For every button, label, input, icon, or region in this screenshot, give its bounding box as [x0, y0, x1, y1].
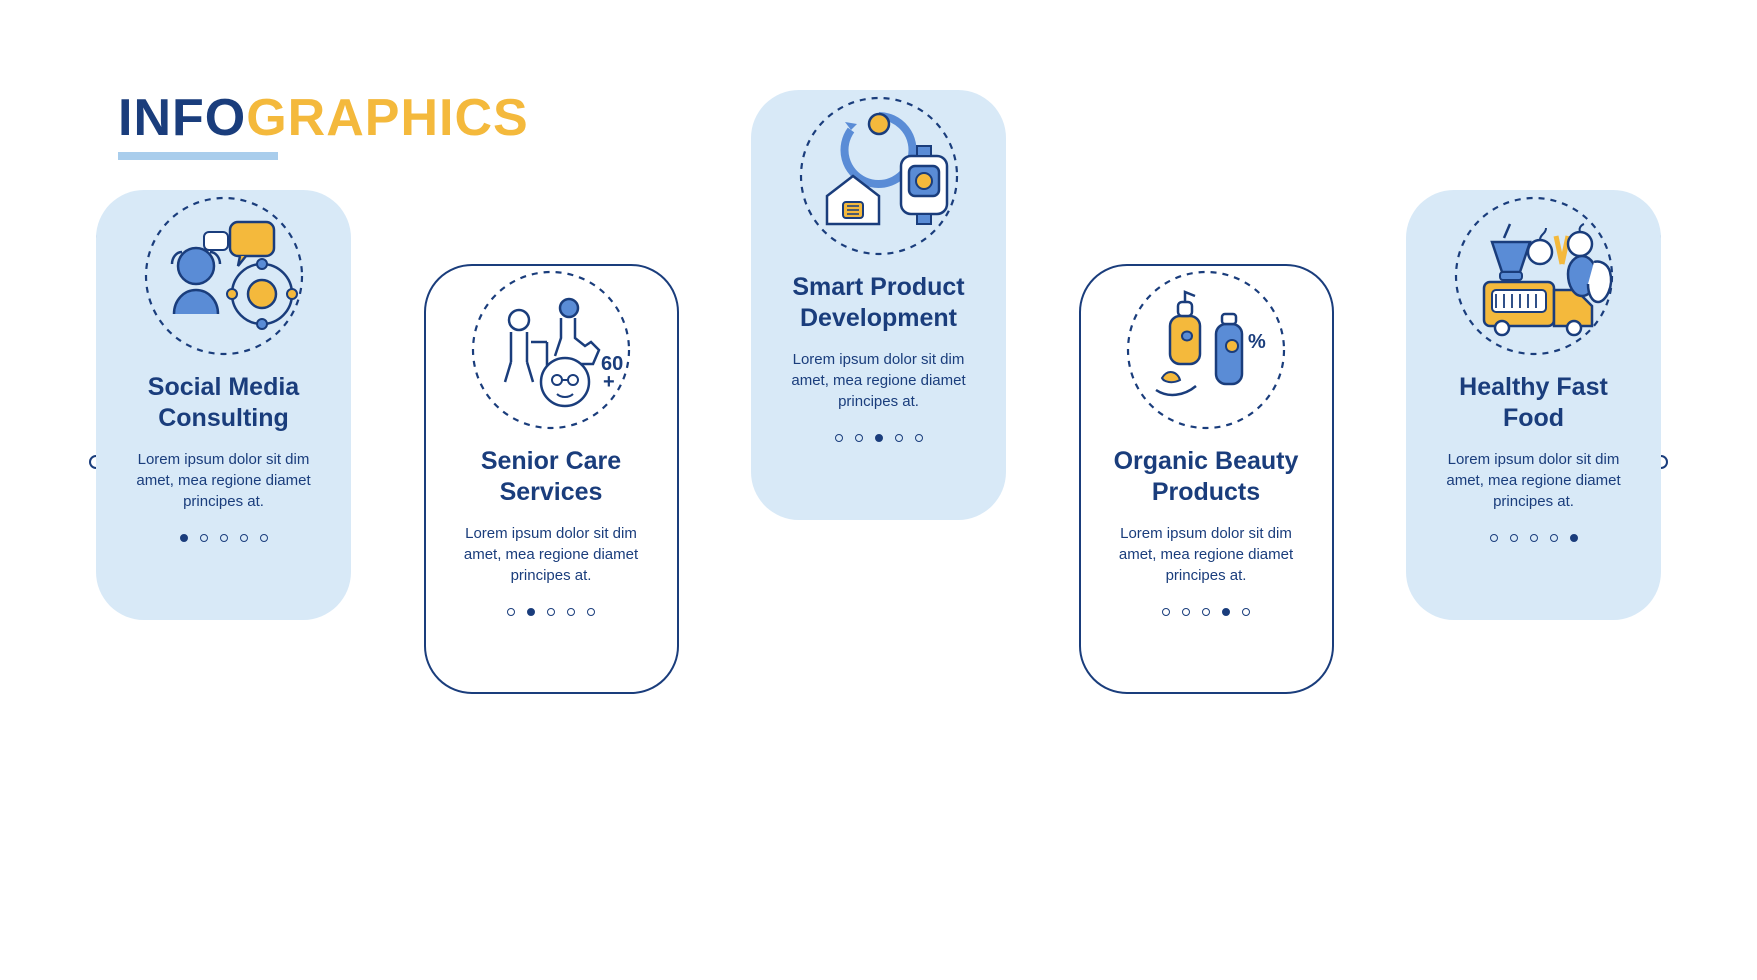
step-dot [1242, 608, 1250, 616]
step-dot [1510, 534, 1518, 542]
step-dot [895, 434, 903, 442]
step-dot [1182, 608, 1190, 616]
step-dots [1162, 608, 1250, 616]
step-dot [240, 534, 248, 542]
step-dots [180, 534, 268, 542]
card-title: Social Media Consulting [98, 372, 349, 435]
smart-icon [789, 86, 969, 266]
beauty-icon [1116, 260, 1296, 440]
step-dot [547, 608, 555, 616]
step-dot [180, 534, 188, 542]
card-body: Lorem ipsum dolor sit dim amet, mea regi… [1081, 523, 1332, 586]
card-body: Lorem ipsum dolor sit dim amet, mea regi… [1408, 449, 1659, 512]
step-dot [1490, 534, 1498, 542]
info-card: Social Media Consulting Lorem ipsum dolor… [96, 190, 351, 620]
senior-icon [461, 260, 641, 440]
card-title: Smart Product Development [753, 272, 1004, 335]
card-title: Senior Care Services [426, 446, 677, 509]
info-card: Senior Care Services Lorem ipsum dolor si… [424, 264, 679, 694]
step-dot [855, 434, 863, 442]
step-dot [1550, 534, 1558, 542]
step-dot [835, 434, 843, 442]
cards-row: Social Media Consulting Lorem ipsum dolor… [96, 90, 1661, 694]
info-card: Healthy Fast Food Lorem ipsum dolor sit d… [1406, 190, 1661, 620]
step-dots [1490, 534, 1578, 542]
step-dot [200, 534, 208, 542]
info-card: Organic Beauty Products Lorem ipsum dolor… [1079, 264, 1334, 694]
step-dots [835, 434, 923, 442]
step-dot [220, 534, 228, 542]
step-dot [1162, 608, 1170, 616]
food-icon [1444, 186, 1624, 366]
step-dot [567, 608, 575, 616]
step-dot [875, 434, 883, 442]
step-dot [915, 434, 923, 442]
step-dot [587, 608, 595, 616]
card-title: Organic Beauty Products [1081, 446, 1332, 509]
info-card: Smart Product Development Lorem ipsum dol… [751, 90, 1006, 520]
step-dots [507, 608, 595, 616]
card-body: Lorem ipsum dolor sit dim amet, mea regi… [98, 449, 349, 512]
step-dot [260, 534, 268, 542]
step-dot [1570, 534, 1578, 542]
step-dot [1222, 608, 1230, 616]
card-title: Healthy Fast Food [1408, 372, 1659, 435]
card-body: Lorem ipsum dolor sit dim amet, mea regi… [753, 349, 1004, 412]
social-icon [134, 186, 314, 366]
step-dot [527, 608, 535, 616]
step-dot [1202, 608, 1210, 616]
card-body: Lorem ipsum dolor sit dim amet, mea regi… [426, 523, 677, 586]
step-dot [507, 608, 515, 616]
step-dot [1530, 534, 1538, 542]
